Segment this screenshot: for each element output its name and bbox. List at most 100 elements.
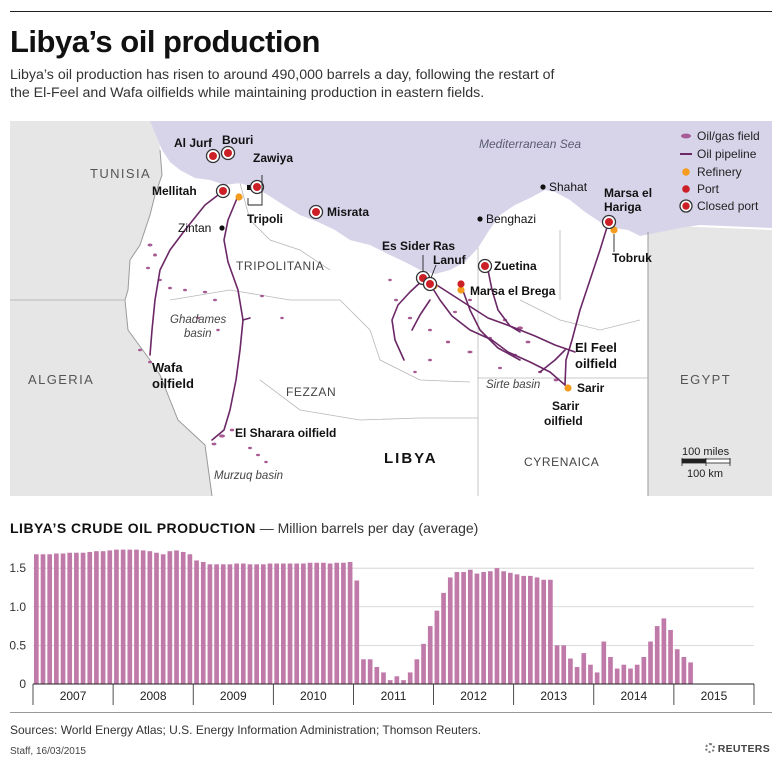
bar	[688, 662, 693, 684]
reuters-logo-icon	[704, 743, 715, 753]
refinery-label-tobruk: Tobruk	[612, 251, 652, 265]
bar	[274, 563, 279, 684]
bar	[287, 563, 293, 684]
bar	[561, 645, 567, 684]
bar	[67, 552, 73, 684]
region-label-fezzan: FEZZAN	[286, 385, 336, 399]
x-tick-label: 2010	[300, 689, 327, 703]
bar	[454, 572, 460, 684]
bar	[214, 564, 219, 684]
sources-note: Sources: World Energy Atlas; U.S. Energy…	[10, 723, 482, 737]
bar	[54, 553, 59, 684]
credit-line: Staff, 16/03/2015	[10, 746, 86, 757]
bar	[60, 553, 66, 684]
chart-x-ticks: 2007 2008 2009 2010 2011 2012 2013 2014 2015	[60, 689, 728, 703]
legend-label-refinery: Refinery	[697, 165, 742, 179]
field-label-wafa-line1: Wafa	[152, 360, 183, 375]
port-label-marsa-el-brega: Marsa el Brega	[470, 284, 556, 298]
chart-bars	[34, 549, 693, 684]
tunisia-land	[10, 121, 162, 300]
field-label-el-feel-line1: El Feel	[575, 340, 617, 355]
bar	[634, 664, 640, 684]
bar	[187, 554, 193, 684]
bar	[534, 577, 540, 684]
country-borders	[10, 149, 649, 497]
bar	[334, 562, 340, 684]
bottom-rule	[10, 712, 772, 713]
bar	[427, 626, 433, 684]
scale-label-miles: 100 miles	[682, 446, 730, 458]
bar	[681, 656, 687, 684]
country-label-egypt: EGYPT	[680, 372, 731, 387]
town-dots	[219, 184, 546, 231]
bar	[554, 645, 560, 684]
bar	[581, 653, 587, 684]
bar	[434, 610, 440, 684]
bar	[267, 563, 273, 684]
bar	[494, 568, 500, 684]
bar	[194, 560, 199, 684]
bar	[541, 579, 547, 684]
bar	[94, 551, 99, 684]
bar	[614, 668, 620, 684]
port-label-zawiya: Zawiya	[253, 151, 293, 165]
bar	[120, 549, 126, 684]
bar	[114, 549, 119, 684]
y-tick-label: 1.0	[9, 600, 26, 614]
bar	[281, 563, 286, 684]
bar	[387, 680, 393, 684]
bar	[374, 667, 380, 684]
top-rule	[10, 11, 772, 12]
bar	[34, 554, 39, 684]
region-label-cyrenaica: CYRENAICA	[524, 455, 599, 469]
bar	[200, 561, 206, 684]
basin-label-sirte: Sirte basin	[486, 379, 540, 391]
region-label-tripolitania: TRIPOLITANIA	[236, 259, 324, 273]
country-label-algeria: ALGERIA	[28, 372, 94, 387]
x-tick-label: 2011	[381, 689, 407, 703]
bar	[407, 672, 413, 684]
port-label-al-jurf: Al Jurf	[174, 136, 213, 150]
bar	[321, 562, 326, 684]
town-label-zintan: Zintan	[178, 221, 211, 235]
y-tick-label: 1.5	[9, 561, 26, 575]
bar	[414, 659, 420, 684]
bar	[628, 668, 633, 684]
bar	[487, 571, 493, 684]
bar	[301, 563, 306, 684]
bar	[74, 552, 79, 684]
port-label-ras-lanuf-line2: Lanuf	[433, 253, 467, 267]
leader-lines	[247, 175, 615, 279]
bar	[381, 672, 386, 684]
bar	[608, 656, 613, 684]
bar	[294, 563, 300, 684]
port-label-marsa-el-hariga-line1: Marsa el	[604, 186, 652, 200]
port-label-marsa-el-hariga-line2: Hariga	[604, 200, 642, 214]
bar	[441, 592, 446, 684]
bar	[347, 561, 353, 684]
scale-bar: 100 miles 100 km	[681, 446, 731, 480]
field-label-wafa-line2: oilfield	[152, 376, 194, 391]
bar	[167, 551, 173, 684]
field-label-sarir-line1: Sarir	[552, 399, 580, 413]
bar	[220, 564, 226, 684]
field-label-el-sharara: El Sharara oilfield	[235, 426, 336, 440]
bar	[501, 571, 506, 684]
chart-title: LIBYA’S CRUDE OIL PRODUCTION	[10, 520, 256, 536]
legend-swatch-port	[682, 185, 690, 193]
basin-label-murzuq: Murzuq basin	[214, 470, 283, 482]
internal-boundaries	[169, 182, 648, 496]
bar	[134, 549, 139, 684]
oil-pipelines	[149, 191, 609, 441]
closed-port-markers	[205, 145, 617, 292]
bar	[601, 641, 607, 684]
sea-label: Mediterranean Sea	[479, 137, 581, 151]
y-tick-label: 0	[19, 677, 26, 691]
x-tick-label: 2015	[701, 689, 728, 703]
bar	[674, 649, 680, 684]
port-label-ras-lanuf-line1: Ras	[433, 239, 455, 253]
y-tick-label: 0.5	[9, 638, 26, 652]
production-chart: 00.51.01.5 2007 2008 2009 2010 2011 2012 2013 2…	[9, 549, 755, 705]
legend-swatch-closed-port	[682, 202, 690, 210]
bar	[514, 574, 520, 684]
